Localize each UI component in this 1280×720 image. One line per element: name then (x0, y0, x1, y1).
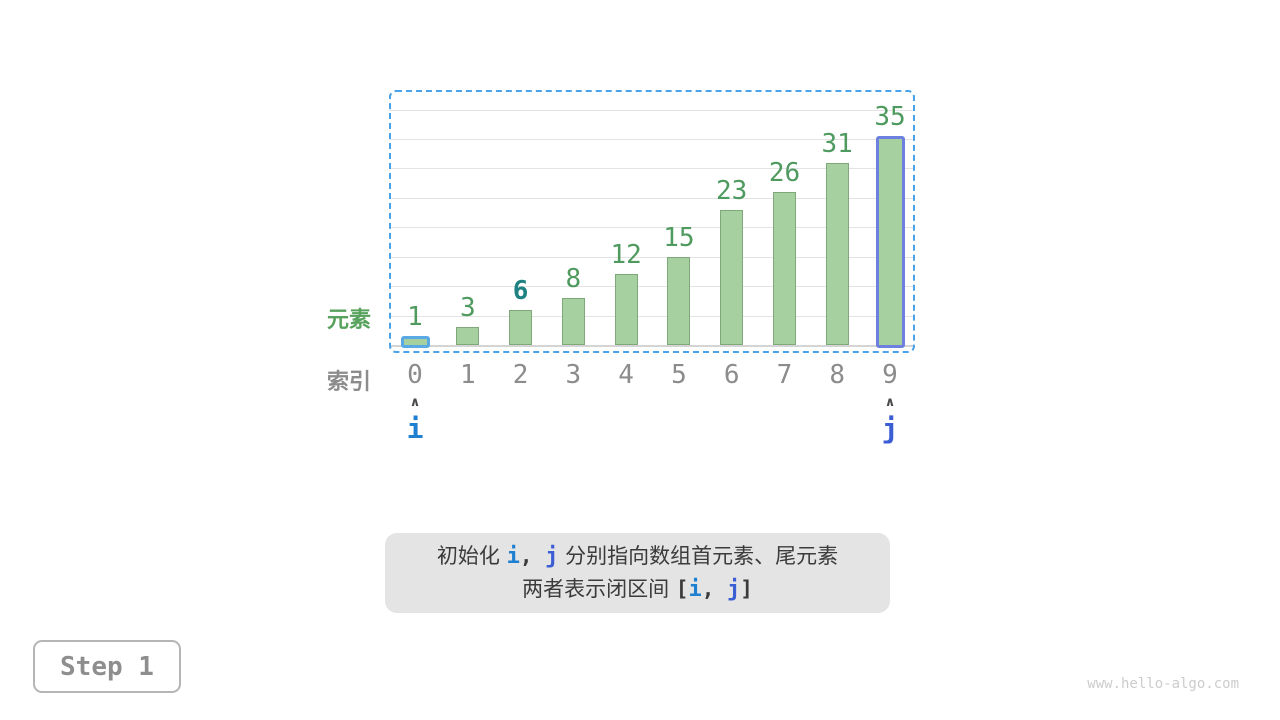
bar-index-0 (400, 336, 430, 348)
index-label-6: 6 (723, 360, 740, 390)
caption-text: 分别指向数组首元素、尾元素 (558, 544, 839, 568)
value-label-7: 26 (768, 158, 801, 188)
caption-text: 两者表示闭区间 (522, 577, 676, 601)
gridline-40 (389, 109, 915, 111)
index-label-4: 4 (618, 360, 634, 390)
step-badge-label: Step 1 (60, 651, 154, 682)
index-label-8: 8 (829, 360, 846, 390)
bar-index-2 (509, 310, 533, 345)
caret-j: ∧ (884, 395, 896, 410)
bar-index-9 (875, 136, 905, 348)
value-label-3: 8 (565, 264, 582, 294)
caption-punctuation: [ (675, 577, 689, 601)
caption-line: 初始化 i, j 分别指向数组首元素、尾元素 (437, 540, 838, 573)
bar-index-3 (561, 298, 585, 345)
gridline-15 (389, 256, 915, 258)
bar-index-7 (773, 192, 796, 345)
index-label-5: 5 (671, 360, 687, 390)
pointer-label-i: i (406, 412, 424, 445)
gridline-20 (389, 227, 915, 229)
caption-box: 初始化 i, j 分别指向数组首元素、尾元素 两者表示闭区间 [i, j] (385, 533, 890, 613)
value-label-4: 12 (610, 240, 642, 270)
pointer-label-j: j (881, 412, 899, 445)
watermark: www.hello-algo.com (1087, 676, 1239, 692)
bar-index-8 (825, 163, 849, 345)
caption-line: 两者表示闭区间 [i, j] (522, 573, 753, 606)
x-axis-baseline (389, 345, 915, 347)
bar-index-1 (456, 327, 480, 345)
value-label-9: 35 (874, 102, 906, 132)
gridline-25 (389, 197, 915, 199)
caption-text: 初始化 (436, 544, 507, 568)
caption-punctuation: , (701, 577, 727, 601)
index-label-7: 7 (776, 360, 793, 390)
gridline-5 (389, 315, 915, 317)
index-label-1: 1 (459, 360, 476, 390)
gridline-30 (389, 168, 915, 170)
index-label-2: 2 (512, 360, 529, 390)
value-label-1: 3 (459, 293, 476, 323)
index-label-0: 0 (407, 360, 423, 390)
index-label-3: 3 (565, 360, 582, 390)
pointer-ref-j: j (726, 577, 741, 602)
value-label-0: 1 (407, 302, 423, 332)
pointer-ref-j: j (545, 544, 559, 569)
gridline-10 (389, 286, 915, 288)
value-label-6: 23 (716, 176, 748, 206)
value-label-8: 31 (821, 129, 853, 159)
caption-punctuation: ] (740, 577, 753, 601)
search-range-box (389, 90, 915, 353)
pointer-ref-i: i (688, 577, 702, 602)
element-axis-label: 元素 (326, 308, 371, 333)
gridline-35 (389, 139, 915, 140)
index-label-9: 9 (882, 360, 898, 390)
caption-punctuation: , (519, 544, 546, 568)
step-badge: Step 1 (33, 640, 181, 693)
bar-index-5 (667, 257, 691, 345)
value-label-2: 6 (512, 276, 529, 306)
index-axis-label: 索引 (326, 370, 371, 395)
bar-index-4 (614, 274, 638, 345)
caret-i: ∧ (409, 395, 421, 410)
bar-index-6 (720, 210, 744, 345)
pointer-ref-i: i (506, 544, 520, 569)
value-label-5: 15 (663, 223, 695, 253)
